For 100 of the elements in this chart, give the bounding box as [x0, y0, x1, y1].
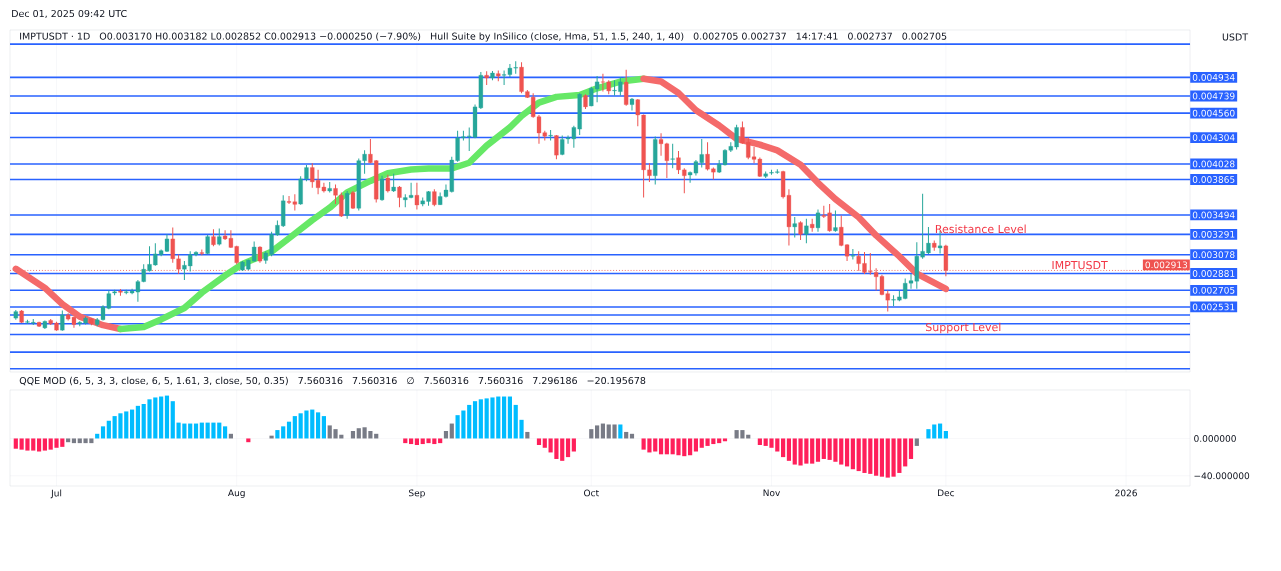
y-tick-label: 0.004934 — [1192, 73, 1235, 81]
bar — [786, 438, 792, 461]
bar — [135, 405, 140, 439]
bar — [589, 429, 594, 439]
bar — [507, 396, 513, 439]
bar — [600, 423, 606, 439]
bar — [66, 438, 71, 443]
bar — [443, 431, 449, 439]
text: 7.560316 — [352, 376, 397, 385]
annotation: Support Level — [926, 322, 1001, 334]
bar — [717, 438, 722, 444]
bar — [321, 416, 326, 439]
y-tick-label: 0.004304 — [1192, 134, 1235, 141]
x-tick-label: Aug — [227, 489, 245, 498]
candlestick — [554, 134, 559, 160]
bar — [106, 420, 111, 439]
annotation: 0.002705 — [902, 32, 947, 40]
bar — [292, 416, 297, 439]
bar — [908, 438, 914, 459]
x-tick-label: Oct — [584, 489, 599, 497]
bar — [159, 396, 164, 439]
y-tick-label: 0.004560 — [1192, 109, 1235, 117]
bar — [850, 438, 855, 470]
bar — [188, 423, 193, 439]
y-tick-label: 0.003291 — [1192, 230, 1235, 238]
candlestick — [792, 216, 797, 239]
y-tick-label: 0.003078 — [1192, 251, 1235, 259]
bar — [502, 396, 507, 439]
x-tick-label: 2026 — [1115, 489, 1137, 497]
x-tick-label: Jul — [50, 489, 62, 499]
bar — [316, 412, 321, 439]
bar — [536, 438, 542, 445]
bar — [565, 438, 571, 458]
y-tick-label: 0.002881 — [1192, 270, 1235, 277]
y-tick-label: −40.000000 — [1194, 472, 1250, 480]
bar — [664, 438, 669, 455]
annotation: IMPTUSDT — [1052, 260, 1108, 270]
bar — [409, 438, 414, 445]
ref-line-label: 0.002913 — [1145, 261, 1188, 269]
bar — [693, 438, 699, 452]
chart-title: IMPTUSDT · 1D — [20, 32, 90, 40]
bar — [658, 438, 664, 455]
y-tick-label: 0.003494 — [1192, 211, 1235, 219]
bar — [403, 438, 408, 444]
text: 7.560316 — [298, 376, 343, 385]
candlestick — [629, 97, 635, 112]
candlestick — [833, 210, 838, 233]
bar — [42, 438, 47, 451]
annotation: 0.002737 — [848, 32, 892, 40]
bar — [844, 438, 850, 467]
chart-title: QQE MOD (6, 5, 3, 3, close, 6, 5, 1.61, 3, close, 50, 0.35) — [19, 376, 288, 386]
candlestick — [670, 143, 675, 169]
y-tick-label: 0.002531 — [1192, 303, 1235, 311]
y-tick-label: 0.000000 — [1194, 435, 1236, 442]
candlestick — [345, 190, 350, 220]
bar — [571, 438, 576, 452]
annotation: 14:17:41 — [796, 32, 838, 40]
x-tick-label: Nov — [763, 489, 781, 497]
bar — [595, 425, 600, 439]
bar — [722, 438, 728, 442]
bar — [810, 438, 815, 464]
bar — [100, 426, 106, 439]
candlestick — [798, 220, 803, 241]
candlestick — [804, 218, 809, 244]
x-tick-label: Dec — [938, 489, 955, 497]
bar — [937, 423, 943, 439]
bar — [164, 395, 170, 439]
bar — [815, 438, 821, 462]
bar — [757, 438, 762, 445]
text: ∅ — [407, 377, 414, 385]
bar — [914, 438, 919, 446]
bar — [688, 438, 693, 456]
chart-subtitle: Dec 01, 2025 09:42 UTC — [12, 9, 127, 19]
bar — [129, 409, 135, 439]
bar — [821, 438, 826, 459]
annotation: Hull Suite by InSilico (close, Hma, 51, 1.5, 240, 1, 40) — [430, 32, 684, 42]
candlestick — [60, 310, 65, 332]
candlestick — [850, 248, 855, 260]
y-axis-title: USDT — [1222, 33, 1249, 41]
bar — [903, 438, 908, 467]
bar — [193, 423, 199, 439]
bar — [618, 424, 623, 439]
bar — [478, 399, 483, 439]
annotation: 0.002705 0.002737 — [693, 32, 786, 40]
bar — [222, 426, 228, 439]
candlestick — [397, 185, 402, 208]
text: −20.195678 — [587, 376, 646, 385]
candlestick — [379, 175, 385, 202]
bar — [13, 438, 18, 449]
bar — [943, 431, 948, 439]
bar — [472, 401, 478, 439]
text: 7.560316 — [478, 376, 523, 385]
bar — [71, 438, 77, 444]
bar — [246, 438, 251, 443]
bar — [199, 422, 204, 439]
annotation: O0.003170 H0.003182 L0.002852 C0.002913 −0.000250 (−7.90%) — [99, 32, 421, 41]
bar — [281, 426, 286, 439]
bar — [781, 438, 786, 458]
y-tick-label: 0.004028 — [1192, 160, 1235, 168]
bar — [350, 431, 356, 439]
